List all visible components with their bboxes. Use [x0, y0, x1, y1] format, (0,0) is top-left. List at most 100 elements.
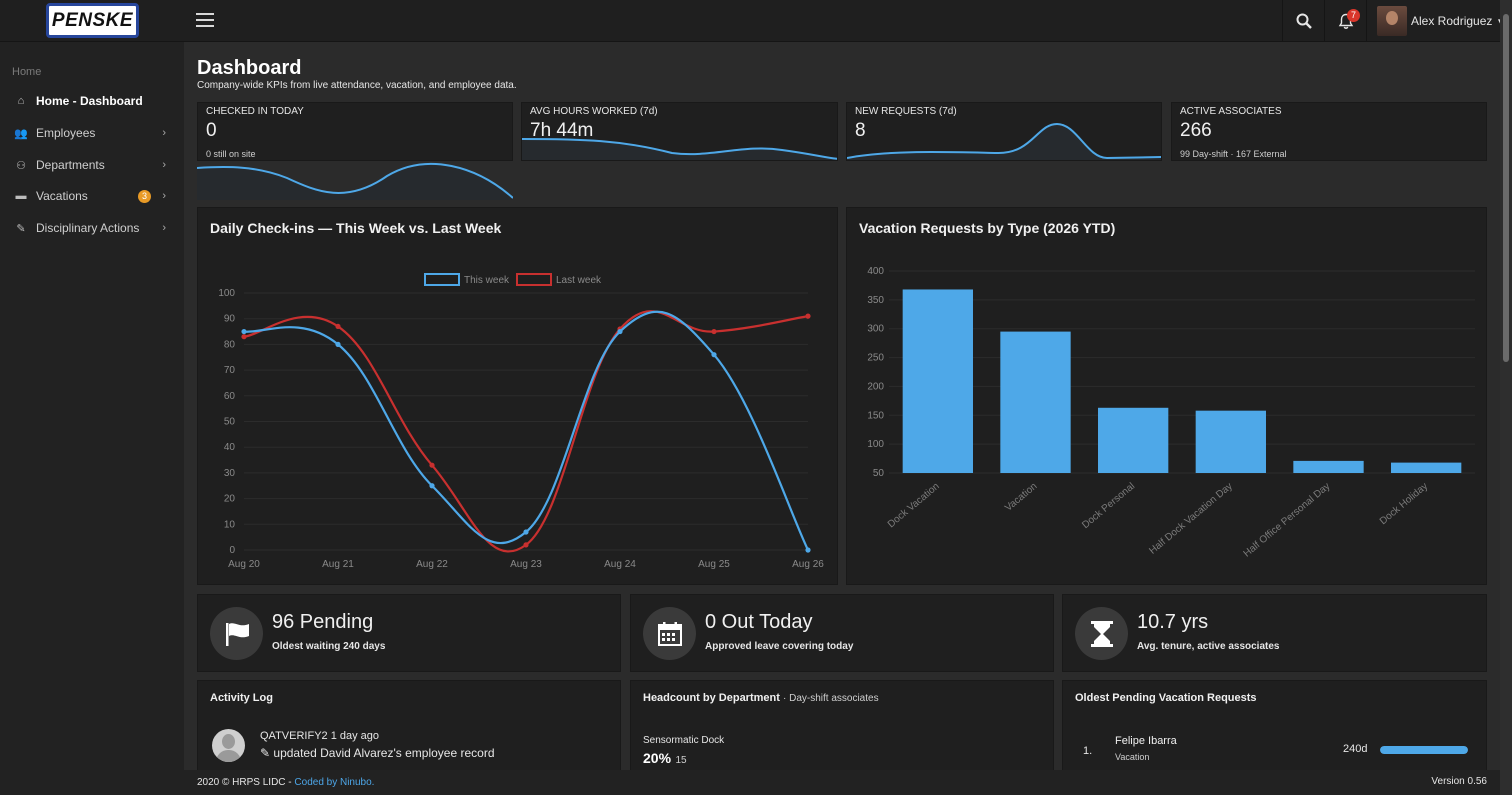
legend-swatch	[516, 273, 552, 286]
kpi-value: 8	[855, 120, 866, 141]
breadcrumb[interactable]: Home	[12, 66, 42, 78]
activity-item[interactable]: QATVERIFY2 1 day ago ✎ updated David Alv…	[212, 729, 612, 763]
kpi-value: 7h 44m	[530, 120, 594, 141]
kpi-value: 0	[206, 120, 217, 141]
vacations-count-badge: 3	[138, 189, 151, 203]
stat-value: 0 Out Today	[705, 611, 813, 633]
chevron-right-icon: ›	[162, 159, 166, 171]
stat-caption: Oldest waiting 240 days	[272, 641, 386, 652]
stat-value: 10.7 yrs	[1137, 611, 1209, 633]
data-point	[241, 328, 247, 335]
avatar	[212, 729, 245, 762]
bar	[902, 289, 973, 473]
legend-label: This week	[464, 275, 510, 286]
y-tick-label: 70	[224, 365, 236, 376]
sidebar: Home ⌂ Home - Dashboard 👥 Employees › ⚇ …	[0, 42, 184, 795]
kpi-label: NEW REQUESTS (7d)	[855, 106, 957, 117]
kpi-note: 99 Day-shift · 167 External	[1180, 149, 1287, 159]
activity-log-card: Activity Log QATVERIFY2 1 day ago ✎ upda…	[197, 680, 621, 772]
request-age-bar-fill	[1380, 746, 1468, 754]
x-tick-label: Aug 22	[416, 559, 448, 570]
data-point	[805, 313, 811, 319]
sidebar-item-disciplinary-actions[interactable]: ✎ Disciplinary Actions ›	[0, 213, 184, 243]
x-tick-label: Aug 26	[792, 559, 824, 570]
headcount-dept-name: Sensormatic Dock	[643, 735, 725, 746]
page-title: Dashboard	[197, 57, 302, 79]
stat-pending: 96 Pending Oldest waiting 240 days	[197, 594, 621, 672]
headcount-title: Headcount by Department	[643, 692, 780, 704]
sitemap-icon: ⚇	[16, 159, 26, 172]
x-tick-label: Vacation	[1003, 481, 1039, 514]
y-tick-label: 20	[224, 494, 236, 505]
logo-text: PENSKE	[51, 9, 134, 31]
data-point	[335, 323, 341, 330]
hourglass-icon	[1075, 607, 1128, 660]
edit-icon: ✎	[260, 746, 271, 760]
kpi-sparkline	[847, 122, 1161, 160]
sidebar-item-employees[interactable]: 👥 Employees ›	[0, 118, 184, 148]
chevron-right-icon: ›	[162, 127, 166, 139]
top-bar: PENSKE 7 Alex Rodriguez ▼	[0, 0, 1512, 42]
y-tick-label: 60	[224, 391, 236, 402]
kpi-label: ACTIVE ASSOCIATES	[1180, 106, 1282, 117]
data-point	[523, 529, 529, 535]
search-icon	[1296, 13, 1312, 29]
credits-link[interactable]: Coded by Ninubo.	[294, 777, 375, 788]
legend-swatch	[424, 273, 460, 286]
menu-toggle-icon[interactable]	[196, 13, 214, 28]
scrollbar-thumb[interactable]	[1503, 14, 1509, 362]
stat-value: 96 Pending	[272, 611, 374, 633]
bed-icon: ▬	[15, 190, 27, 202]
y-tick-label: 80	[224, 339, 236, 350]
kpi-note: 0 still on site	[206, 149, 256, 159]
sidebar-item-label: Departments	[36, 158, 105, 172]
y-tick-label: 50	[873, 468, 885, 479]
kpi-label: CHECKED IN TODAY	[206, 106, 304, 117]
oldest-requests-card: Oldest Pending Vacation Requests 1. Feli…	[1062, 680, 1487, 772]
headcount-count: 15	[675, 755, 687, 766]
card-title: Headcount by Department · Day-shift asso…	[643, 692, 879, 704]
activity-user: QATVERIFY2	[260, 730, 328, 742]
chart-title: Daily Check-ins — This Week vs. Last Wee…	[210, 220, 502, 236]
penske-logo[interactable]: PENSKE	[46, 3, 139, 38]
sidebar-item-vacations[interactable]: ▬ Vacations 3 ›	[0, 181, 184, 211]
x-tick-label: Dock Vacation	[886, 481, 942, 530]
chart-title: Vacation Requests by Type (2026 YTD)	[859, 220, 1116, 236]
y-tick-label: 150	[867, 410, 884, 421]
y-tick-label: 300	[867, 324, 884, 335]
sidebar-item-dashboard[interactable]: ⌂ Home - Dashboard	[0, 86, 184, 116]
y-tick-label: 100	[218, 288, 235, 299]
users-icon: 👥	[14, 127, 28, 140]
sidebar-item-label: Disciplinary Actions	[36, 221, 140, 235]
row-number: 1.	[1083, 745, 1093, 757]
data-point	[429, 483, 435, 489]
kpi-avg-hours: AVG HOURS WORKED (7d) 7h 44m	[521, 102, 838, 161]
kpi-active-associates: ACTIVE ASSOCIATES 266 99 Day-shift · 167…	[1171, 102, 1487, 161]
notifications-button[interactable]: 7	[1324, 0, 1366, 42]
activity-text: updated David Alvarez's employee record	[273, 746, 495, 760]
search-button[interactable]	[1282, 0, 1324, 42]
footer: 2020 © HRPS LIDC - Coded by Ninubo. Vers…	[184, 770, 1500, 795]
version-text: Version 0.56	[1431, 776, 1487, 787]
x-tick-label: Aug 25	[698, 559, 730, 570]
chevron-right-icon: ›	[162, 222, 166, 234]
request-type: Vacation	[1115, 752, 1150, 762]
y-tick-label: 350	[867, 295, 884, 306]
card-title: Oldest Pending Vacation Requests	[1075, 692, 1257, 704]
user-menu[interactable]: Alex Rodriguez ▼	[1366, 0, 1512, 42]
y-tick-label: 400	[867, 266, 884, 277]
sidebar-item-departments[interactable]: ⚇ Departments ›	[0, 150, 184, 180]
activity-time: 1 day ago	[330, 730, 380, 742]
sidebar-item-label: Home - Dashboard	[36, 94, 143, 108]
y-tick-label: 30	[224, 468, 236, 479]
data-point	[523, 542, 529, 548]
sidebar-item-label: Employees	[36, 126, 96, 140]
edit-icon: ✎	[16, 222, 26, 235]
list-item[interactable]: 1. Felipe Ibarra Vacation 240d	[1063, 731, 1486, 771]
x-tick-label: Half Office Personal Day	[1242, 481, 1333, 560]
chevron-right-icon: ›	[162, 190, 166, 202]
kpi-value: 266	[1180, 120, 1212, 141]
headcount-percent: 20%	[643, 750, 672, 766]
scrollbar[interactable]	[1500, 0, 1512, 795]
legend-label: Last week	[556, 275, 602, 286]
